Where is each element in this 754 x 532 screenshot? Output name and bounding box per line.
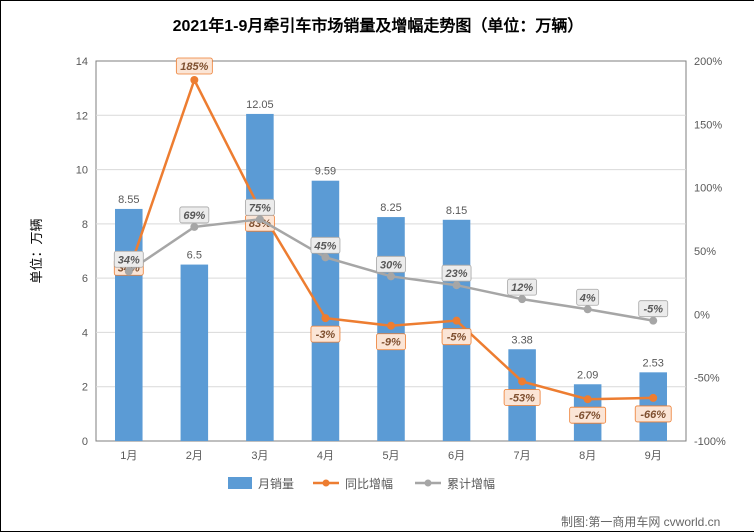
svg-text:6: 6	[82, 273, 88, 285]
svg-text:12: 12	[76, 110, 88, 122]
svg-text:累计增幅: 累计增幅	[447, 476, 495, 491]
svg-text:-50%: -50%	[694, 373, 720, 385]
svg-text:9月: 9月	[645, 450, 662, 462]
svg-text:8.15: 8.15	[446, 205, 467, 217]
svg-text:月销量: 月销量	[258, 477, 294, 491]
svg-text:9.59: 9.59	[315, 166, 336, 178]
svg-text:-66%: -66%	[640, 409, 666, 421]
svg-text:50%: 50%	[694, 246, 716, 258]
svg-text:2月: 2月	[186, 450, 203, 462]
svg-text:2021年1-9月牵引车市场销量及增幅走势图（单位：万辆）: 2021年1-9月牵引车市场销量及增幅走势图（单位：万辆）	[173, 16, 584, 35]
svg-text:3月: 3月	[251, 450, 268, 462]
svg-text:8月: 8月	[579, 450, 596, 462]
svg-text:-100%: -100%	[694, 436, 726, 448]
svg-text:-5%: -5%	[643, 304, 663, 316]
svg-text:0%: 0%	[694, 309, 710, 321]
svg-text:10: 10	[76, 165, 88, 177]
svg-text:-53%: -53%	[509, 392, 535, 404]
svg-text:2: 2	[82, 382, 88, 394]
bar	[246, 114, 274, 441]
svg-text:1月: 1月	[120, 450, 137, 462]
svg-text:30%: 30%	[380, 259, 402, 271]
svg-text:8: 8	[82, 219, 88, 231]
svg-text:45%: 45%	[313, 240, 336, 252]
svg-text:8.55: 8.55	[118, 194, 139, 206]
svg-text:23%: 23%	[445, 268, 468, 280]
credit-line: 制图:第一商用车网 cvworld.cn	[561, 513, 720, 530]
svg-text:150%: 150%	[694, 119, 722, 131]
svg-text:14: 14	[76, 56, 88, 68]
svg-text:-3%: -3%	[316, 329, 336, 341]
svg-text:-67%: -67%	[575, 410, 601, 422]
svg-text:69%: 69%	[183, 210, 205, 222]
svg-text:-5%: -5%	[447, 332, 467, 344]
svg-text:6.5: 6.5	[187, 250, 202, 262]
svg-text:7月: 7月	[514, 450, 531, 462]
svg-text:3.38: 3.38	[511, 334, 532, 346]
svg-text:-9%: -9%	[381, 337, 401, 349]
svg-text:同比增幅: 同比增幅	[345, 476, 393, 491]
svg-text:12%: 12%	[511, 282, 533, 294]
svg-text:5月: 5月	[382, 450, 399, 462]
svg-text:100%: 100%	[694, 183, 722, 195]
svg-text:6月: 6月	[448, 450, 465, 462]
svg-text:8.25: 8.25	[380, 202, 401, 214]
svg-text:200%: 200%	[694, 56, 722, 68]
svg-text:4: 4	[82, 327, 88, 339]
sales-trend-chart: 0 2 4 6 8 10 12 14 -100% -50% 0% 50% 100% 150% 200% 单位：…	[1, 1, 754, 531]
svg-text:0: 0	[82, 436, 88, 448]
svg-text:75%: 75%	[249, 202, 271, 214]
svg-text:4%: 4%	[579, 292, 596, 304]
svg-text:4月: 4月	[317, 450, 334, 462]
svg-text:34%: 34%	[118, 254, 140, 266]
bar	[312, 181, 340, 441]
svg-text:单位：万辆: 单位：万辆	[29, 218, 44, 283]
svg-text:2.53: 2.53	[643, 357, 664, 369]
svg-text:12.05: 12.05	[246, 99, 274, 111]
svg-text:2.09: 2.09	[577, 369, 598, 381]
bar	[181, 265, 209, 441]
svg-text:185%: 185%	[180, 61, 208, 73]
